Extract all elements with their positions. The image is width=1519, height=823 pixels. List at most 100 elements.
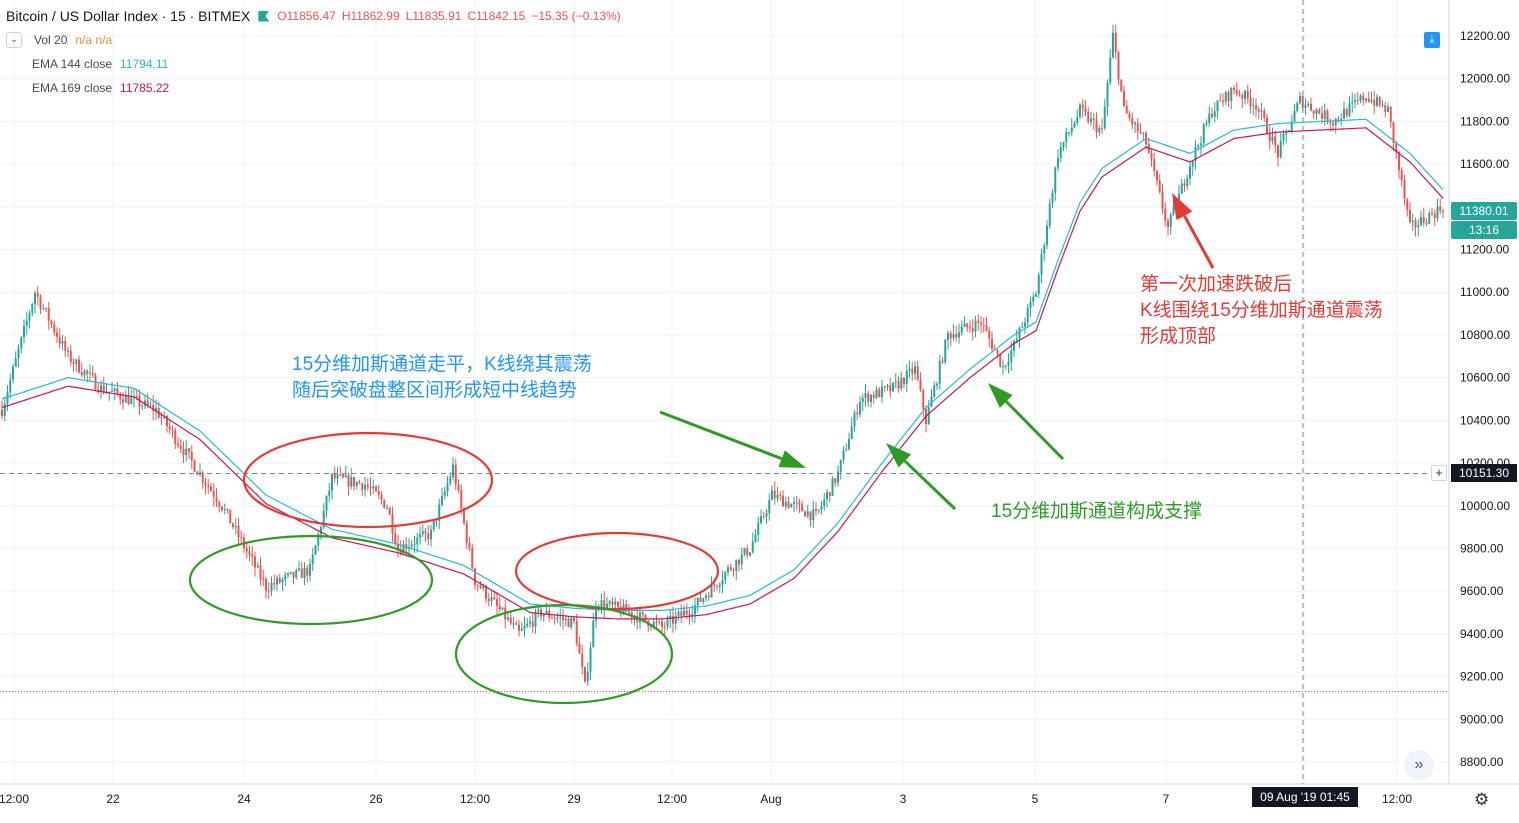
- add-alert-icon[interactable]: +: [1431, 465, 1447, 481]
- candle-body: [542, 614, 545, 617]
- candle-body: [1398, 152, 1400, 171]
- candle-body: [1018, 327, 1021, 339]
- crosshair: [0, 0, 1449, 784]
- ellipse-red-1: [242, 431, 494, 529]
- arrow-green-1-shaft: [659, 410, 783, 461]
- annotation-blue-line-2: 随后突破盘整区间形成短中线趋势: [292, 380, 578, 401]
- candle-body: [1436, 206, 1439, 219]
- candle-body: [947, 333, 949, 340]
- candle-body: [267, 590, 270, 592]
- candle-body: [1356, 99, 1359, 101]
- candle-body: [394, 533, 397, 544]
- candle-body: [531, 621, 534, 627]
- candle-body: [900, 377, 903, 389]
- candle-body: [820, 506, 823, 510]
- candle-body: [974, 320, 977, 332]
- candle-body: [762, 516, 765, 518]
- candle-body: [982, 324, 985, 326]
- candle-body: [1348, 103, 1351, 116]
- candle-body: [421, 531, 424, 535]
- candle-body: [878, 389, 881, 397]
- vol-label[interactable]: Vol 20: [34, 33, 68, 47]
- candle-body: [875, 389, 878, 398]
- candle-body: [221, 506, 223, 510]
- ema144-label[interactable]: EMA 144 close: [32, 57, 113, 71]
- candle-body: [1274, 136, 1277, 146]
- candle-body: [996, 349, 999, 354]
- compare-icon[interactable]: ⤓: [1424, 32, 1440, 48]
- candle-body: [575, 621, 578, 644]
- candle-body: [518, 624, 520, 631]
- candle-body: [707, 595, 710, 598]
- gear-icon[interactable]: ⚙: [1474, 790, 1490, 809]
- candle-body: [149, 404, 152, 406]
- candle-body: [193, 460, 196, 472]
- candle-body: [1029, 301, 1032, 308]
- price-tick-label: 12200.00: [1460, 29, 1510, 43]
- ema169-label[interactable]: EMA 169 close: [32, 81, 113, 95]
- candle-body: [86, 370, 89, 374]
- candle-body: [1293, 110, 1296, 122]
- candle-body: [196, 471, 199, 475]
- candle-body: [311, 554, 314, 564]
- candle-body: [479, 585, 482, 589]
- scroll-to-realtime-icon[interactable]: »: [1404, 750, 1434, 780]
- price-tick-label: 8800.00: [1460, 755, 1504, 769]
- candle-body: [727, 567, 729, 573]
- candle-body: [474, 568, 476, 585]
- candle-body: [416, 537, 419, 545]
- candle-body: [1189, 166, 1191, 179]
- candle-body: [391, 514, 394, 534]
- candle-body: [64, 340, 67, 351]
- candle-body: [1384, 104, 1387, 112]
- candle-body: [347, 474, 350, 487]
- candle-body: [248, 551, 251, 555]
- candle-body: [1211, 113, 1213, 117]
- time-tick-label: 22: [106, 792, 120, 806]
- candle-body: [897, 381, 900, 389]
- candle-body: [1277, 145, 1279, 158]
- candle-body: [562, 617, 564, 621]
- arrow-green-2-shaft: [903, 459, 957, 511]
- candle-body: [218, 502, 221, 507]
- candle-body: [1266, 117, 1268, 134]
- candle-body: [1411, 220, 1414, 223]
- annotation-blue-line-1: 15分维加斯通道走平，K线绕其震荡: [292, 354, 592, 375]
- candle-body: [306, 567, 309, 576]
- price-tick-label: 10000.00: [1460, 499, 1510, 513]
- candle-body: [1420, 216, 1422, 226]
- candle-body: [628, 611, 630, 613]
- candle-body: [482, 586, 485, 589]
- symbol-title[interactable]: Bitcoin / US Dollar Index · 15 · BITMEX: [6, 8, 251, 24]
- candle-body: [710, 584, 713, 598]
- candle-body: [949, 333, 952, 339]
- candle-body: [135, 396, 138, 398]
- price-tick-label: 9200.00: [1460, 670, 1504, 684]
- candle-body: [31, 304, 34, 314]
- candle-body: [685, 610, 688, 615]
- candle-body: [1051, 192, 1054, 204]
- crosshair-time-badge: 09 Aug '19 01:45: [1252, 787, 1358, 807]
- candle-body: [174, 430, 177, 444]
- candle-body: [1081, 104, 1084, 109]
- candle-body: [1070, 127, 1073, 133]
- candle-body: [757, 523, 760, 535]
- arrow-green-2: [886, 443, 957, 511]
- candle-body: [977, 320, 980, 323]
- candle-body: [586, 671, 589, 682]
- candle-body: [485, 586, 487, 599]
- candle-body: [1318, 109, 1321, 114]
- candle-body: [358, 482, 361, 484]
- candle-body: [1037, 274, 1040, 295]
- candle-body: [1197, 145, 1200, 148]
- flag-icon[interactable]: [258, 10, 270, 22]
- candle-body: [443, 491, 446, 496]
- candle-body: [463, 508, 465, 524]
- candle-body: [1373, 99, 1376, 106]
- candle-body: [232, 523, 234, 528]
- candle-body: [375, 486, 377, 492]
- candle-body: [1422, 216, 1425, 223]
- candle-body: [674, 615, 677, 624]
- collapse-icon[interactable]: ⌄: [6, 32, 22, 48]
